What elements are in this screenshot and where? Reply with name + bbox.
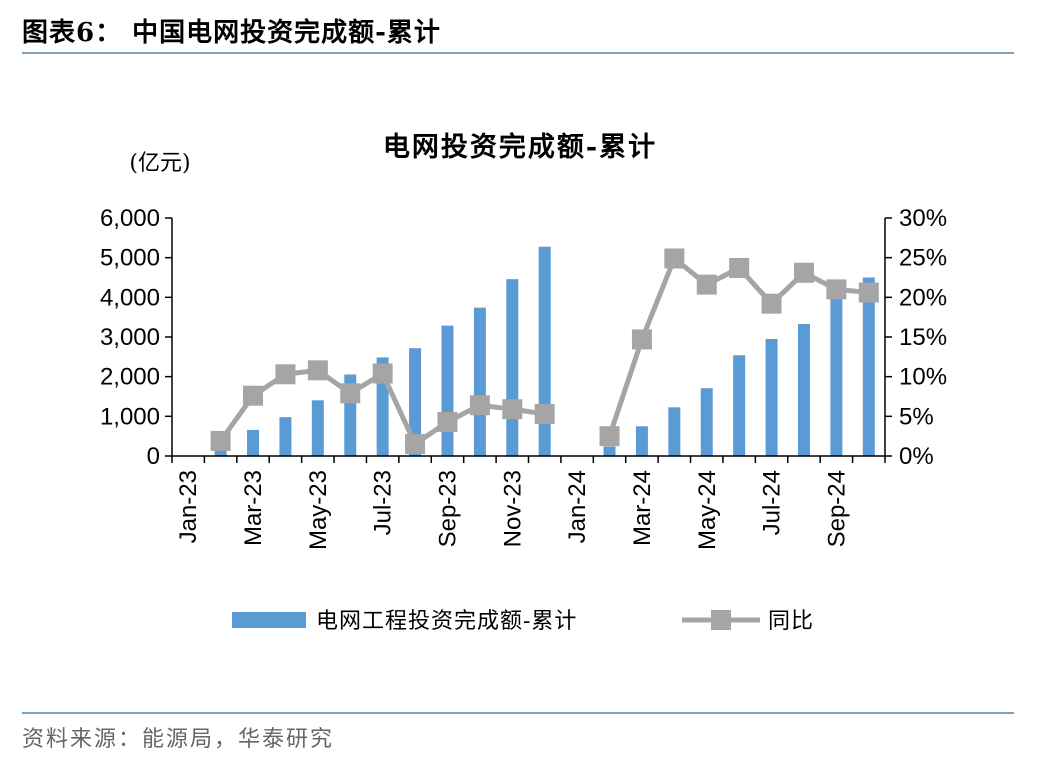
left-tick-label: 4,000 xyxy=(100,284,160,311)
yoy-marker xyxy=(793,262,814,283)
x-tick-label: Mar-23 xyxy=(240,470,267,546)
yoy-marker xyxy=(599,426,620,447)
left-tick-label: 6,000 xyxy=(100,205,160,232)
right-tick-label: 25% xyxy=(899,245,947,272)
yoy-marker xyxy=(275,364,296,385)
bar xyxy=(441,325,454,456)
bar xyxy=(311,400,324,456)
x-tick-label: May-23 xyxy=(305,470,332,550)
yoy-marker xyxy=(534,403,555,424)
bottom-divider xyxy=(22,712,1014,714)
bar xyxy=(765,338,778,456)
yoy-marker xyxy=(340,383,361,404)
bar xyxy=(409,348,422,456)
yoy-marker xyxy=(243,385,264,406)
bar xyxy=(473,307,486,456)
bar xyxy=(247,429,260,456)
yoy-marker xyxy=(437,411,458,432)
yoy-marker xyxy=(858,282,879,303)
yoy-marker xyxy=(372,363,393,384)
plot-area: 0 1,000 2,000 3,000 4,000 5,000 6,000 0% 5% 10% 15… xyxy=(100,205,947,550)
bar xyxy=(279,417,292,456)
bar xyxy=(797,323,810,456)
bar xyxy=(506,279,519,456)
yoy-marker xyxy=(664,248,685,269)
right-tick-label: 10% xyxy=(899,364,947,391)
left-tick-label: 2,000 xyxy=(100,364,160,391)
bar xyxy=(538,246,551,456)
left-tick-label: 5,000 xyxy=(100,245,160,272)
x-tick-label: Jan-23 xyxy=(175,470,202,543)
yoy-marker xyxy=(761,293,782,314)
legend-bar-label: 电网工程投资完成额-累计 xyxy=(316,609,577,634)
yoy-marker xyxy=(405,434,426,455)
x-tick-label: Sep-24 xyxy=(823,470,850,547)
bar xyxy=(700,388,713,456)
top-divider xyxy=(22,52,1014,54)
bar xyxy=(733,355,746,456)
yoy-marker xyxy=(729,257,750,278)
x-tick-label: Sep-23 xyxy=(434,470,461,547)
bar xyxy=(603,446,616,456)
right-tick-label: 30% xyxy=(899,205,947,232)
bar xyxy=(635,426,648,456)
chart-title: 电网投资完成额-累计 xyxy=(383,131,657,163)
yoy-marker xyxy=(631,329,652,350)
bar xyxy=(668,407,681,456)
right-tick-label: 20% xyxy=(899,284,947,311)
x-tick-label: May-24 xyxy=(694,470,721,550)
legend-bar-swatch xyxy=(232,612,306,628)
left-tick-label: 3,000 xyxy=(100,324,160,351)
yoy-marker xyxy=(210,430,231,451)
legend-line-label: 同比 xyxy=(768,609,814,634)
figure-title: 图表6： 中国电网投资完成额-累计 xyxy=(22,18,441,48)
x-tick-label: Jul-23 xyxy=(370,470,397,535)
yoy-marker xyxy=(307,360,328,381)
yoy-marker xyxy=(469,395,490,416)
bar xyxy=(862,277,875,456)
bar xyxy=(830,293,843,456)
left-tick-label: 0 xyxy=(147,443,160,470)
source-note: 资料来源：能源局，华泰研究 xyxy=(22,727,335,752)
x-tick-label: Mar-24 xyxy=(629,470,656,546)
x-tick-label: Jan-24 xyxy=(564,470,591,543)
right-tick-label: 15% xyxy=(899,324,947,351)
yoy-marker xyxy=(826,279,847,300)
legend-line-marker xyxy=(711,610,731,630)
legend: 电网工程投资完成额-累计 同比 xyxy=(232,609,814,634)
right-tick-label: 0% xyxy=(899,443,934,470)
y-axis-unit: (亿元) xyxy=(129,151,190,176)
yoy-marker xyxy=(502,399,523,420)
bar xyxy=(214,446,227,456)
right-tick-label: 5% xyxy=(899,403,934,430)
x-tick-label: Nov-23 xyxy=(499,470,526,547)
left-tick-label: 1,000 xyxy=(100,403,160,430)
x-tick-label: Jul-24 xyxy=(759,470,786,535)
yoy-marker xyxy=(696,274,717,295)
